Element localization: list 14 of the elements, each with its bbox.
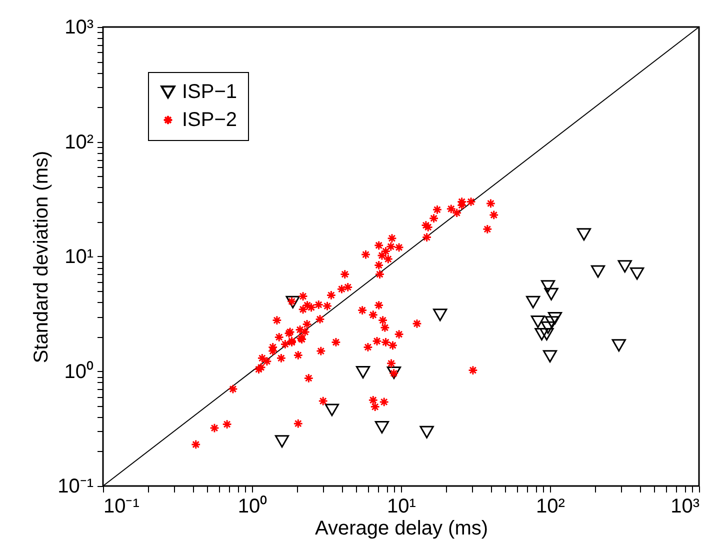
- y-tick-label: 10³: [64, 16, 94, 38]
- y-tick-label: 10⁰: [64, 360, 94, 383]
- x-axis-title: Average delay (ms): [314, 518, 488, 540]
- x-tick-label: 10²: [536, 496, 566, 518]
- x-tick-label: 10⁰: [238, 494, 268, 518]
- y-tick-label: 10²: [64, 131, 94, 154]
- x-tick-label: 10¹: [387, 496, 416, 518]
- y-tick-label: 10¹: [64, 246, 94, 268]
- legend-label: ISP−1: [182, 81, 238, 103]
- x-tick-label: 10³: [670, 496, 700, 518]
- y-tick-label: 10⁻¹: [58, 476, 94, 498]
- x-tick-label: 10⁻¹: [104, 496, 140, 518]
- y-axis-title: Standard deviation (ms): [30, 150, 53, 364]
- legend-label: ISP−2: [182, 109, 238, 131]
